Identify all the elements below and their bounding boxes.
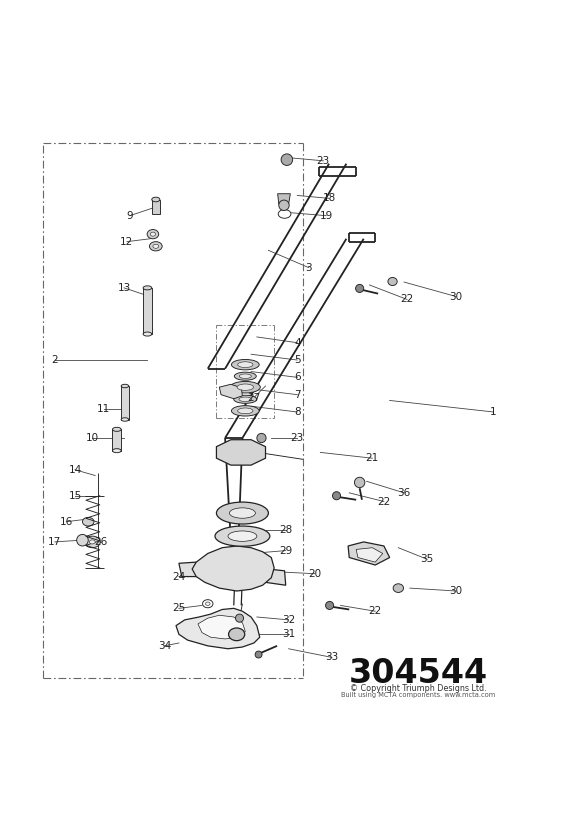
Polygon shape	[356, 548, 382, 562]
Text: 304544: 304544	[349, 657, 488, 690]
Text: © Copyright Triumph Designs Ltd.: © Copyright Triumph Designs Ltd.	[350, 684, 487, 692]
Text: 13: 13	[117, 283, 131, 293]
Polygon shape	[216, 440, 265, 465]
Text: 19: 19	[319, 211, 333, 221]
Ellipse shape	[89, 540, 95, 544]
Text: 12: 12	[120, 236, 134, 246]
Text: 14: 14	[68, 465, 82, 475]
Text: 27: 27	[247, 392, 261, 403]
Ellipse shape	[121, 384, 129, 388]
Text: 30: 30	[449, 586, 463, 596]
Text: 29: 29	[279, 545, 292, 555]
Polygon shape	[348, 542, 389, 565]
Ellipse shape	[143, 286, 152, 290]
Text: 25: 25	[172, 603, 185, 613]
Ellipse shape	[153, 244, 159, 248]
Text: 35: 35	[420, 555, 434, 564]
Ellipse shape	[205, 602, 210, 606]
Text: 22: 22	[401, 294, 413, 304]
Text: Built using MCTA components. www.mcta.com: Built using MCTA components. www.mcta.co…	[342, 692, 496, 698]
Ellipse shape	[77, 535, 88, 546]
Circle shape	[255, 651, 262, 658]
Text: 32: 32	[282, 615, 295, 625]
Text: 8: 8	[294, 407, 301, 417]
Text: 21: 21	[366, 453, 379, 463]
Text: 15: 15	[68, 491, 82, 501]
Ellipse shape	[113, 428, 121, 431]
Polygon shape	[121, 386, 129, 419]
Ellipse shape	[239, 374, 251, 378]
Polygon shape	[219, 384, 243, 399]
Text: 20: 20	[308, 569, 321, 578]
Ellipse shape	[216, 502, 268, 524]
Polygon shape	[152, 199, 160, 214]
Ellipse shape	[150, 232, 156, 236]
Polygon shape	[176, 608, 260, 648]
Circle shape	[325, 602, 333, 610]
Ellipse shape	[121, 418, 129, 421]
Ellipse shape	[82, 517, 94, 526]
Text: 1: 1	[490, 407, 497, 417]
Text: 16: 16	[59, 517, 73, 527]
Ellipse shape	[239, 397, 252, 401]
Ellipse shape	[143, 332, 152, 336]
Ellipse shape	[230, 382, 261, 393]
Text: 10: 10	[86, 433, 99, 443]
Ellipse shape	[234, 396, 257, 403]
Text: 22: 22	[368, 606, 382, 616]
Polygon shape	[198, 616, 245, 639]
Text: 30: 30	[449, 292, 463, 302]
Polygon shape	[113, 429, 121, 451]
Circle shape	[356, 284, 364, 293]
Ellipse shape	[234, 372, 257, 380]
Ellipse shape	[237, 384, 254, 391]
Text: 22: 22	[377, 497, 391, 507]
Text: 4: 4	[294, 338, 301, 348]
Circle shape	[279, 200, 289, 210]
Text: 33: 33	[325, 653, 339, 662]
Ellipse shape	[228, 531, 257, 541]
Circle shape	[257, 433, 266, 442]
Circle shape	[281, 154, 293, 166]
Text: 34: 34	[158, 641, 171, 651]
Text: 28: 28	[279, 526, 292, 536]
Text: 26: 26	[94, 537, 108, 547]
Text: 6: 6	[294, 372, 301, 382]
Ellipse shape	[231, 405, 259, 416]
Ellipse shape	[113, 448, 121, 452]
Ellipse shape	[393, 583, 403, 592]
Polygon shape	[143, 288, 152, 334]
Text: 18: 18	[322, 194, 336, 204]
Text: 5: 5	[294, 355, 301, 365]
Circle shape	[332, 492, 340, 500]
Text: 7: 7	[294, 390, 301, 400]
Ellipse shape	[147, 230, 159, 239]
Text: 23: 23	[291, 433, 304, 443]
Polygon shape	[192, 546, 274, 591]
Ellipse shape	[229, 628, 245, 641]
Ellipse shape	[84, 536, 100, 548]
Ellipse shape	[388, 278, 397, 286]
Circle shape	[354, 477, 365, 488]
Polygon shape	[265, 569, 286, 585]
Circle shape	[236, 614, 244, 622]
Text: 2: 2	[51, 355, 58, 365]
Ellipse shape	[149, 241, 162, 250]
Polygon shape	[179, 562, 199, 577]
Ellipse shape	[231, 359, 259, 370]
Ellipse shape	[215, 526, 270, 546]
Text: 3: 3	[305, 263, 312, 273]
Text: 31: 31	[282, 630, 295, 639]
Text: 9: 9	[127, 211, 133, 221]
Polygon shape	[278, 194, 290, 204]
Text: 36: 36	[398, 488, 411, 498]
Ellipse shape	[230, 508, 255, 518]
Ellipse shape	[238, 408, 253, 414]
Text: 24: 24	[172, 572, 185, 582]
Text: 11: 11	[97, 404, 110, 414]
Text: 23: 23	[317, 156, 330, 166]
Ellipse shape	[152, 197, 160, 202]
Text: 17: 17	[48, 537, 61, 547]
Ellipse shape	[238, 362, 253, 368]
